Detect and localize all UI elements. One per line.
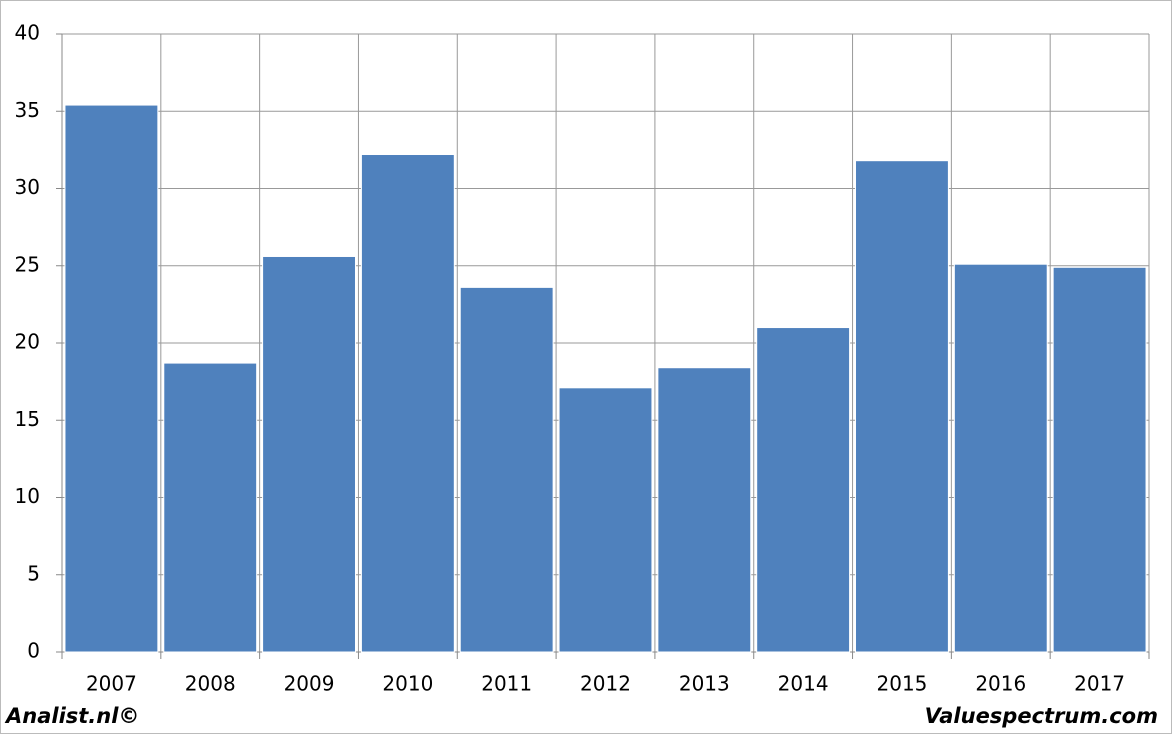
y-tick-label: 40 bbox=[15, 21, 40, 45]
x-tick-label: 2009 bbox=[284, 672, 335, 696]
bar bbox=[855, 160, 949, 653]
x-tick-label: 2011 bbox=[481, 672, 532, 696]
x-tick-label: 2012 bbox=[580, 672, 631, 696]
y-tick-label: 0 bbox=[27, 639, 40, 663]
y-tick-label: 20 bbox=[15, 330, 40, 354]
x-tick-label: 2015 bbox=[877, 672, 928, 696]
x-tick-label: 2017 bbox=[1074, 672, 1125, 696]
y-tick-label: 10 bbox=[15, 484, 40, 508]
x-tick-label: 2010 bbox=[382, 672, 433, 696]
x-tick-label: 2014 bbox=[778, 672, 829, 696]
x-tick-label: 2007 bbox=[86, 672, 137, 696]
bar bbox=[558, 387, 653, 653]
bar bbox=[1052, 266, 1147, 653]
bar bbox=[360, 154, 455, 653]
bar bbox=[459, 286, 554, 653]
bar bbox=[953, 263, 1048, 653]
bar bbox=[64, 104, 159, 653]
bar bbox=[657, 367, 752, 653]
x-tick-label: 2016 bbox=[975, 672, 1026, 696]
bar bbox=[163, 362, 258, 653]
bar bbox=[756, 327, 851, 653]
y-tick-label: 25 bbox=[15, 252, 40, 276]
x-tick-label: 2008 bbox=[185, 672, 236, 696]
bar bbox=[262, 255, 356, 653]
x-tick-label: 2013 bbox=[679, 672, 730, 696]
footer-right: Valuespectrum.com bbox=[925, 704, 1158, 728]
y-tick-label: 5 bbox=[27, 561, 40, 585]
y-tick-label: 30 bbox=[15, 175, 40, 199]
y-tick-label: 15 bbox=[15, 407, 40, 431]
footer-left: Analist.nl© bbox=[4, 704, 139, 728]
y-tick-label: 35 bbox=[15, 98, 40, 122]
